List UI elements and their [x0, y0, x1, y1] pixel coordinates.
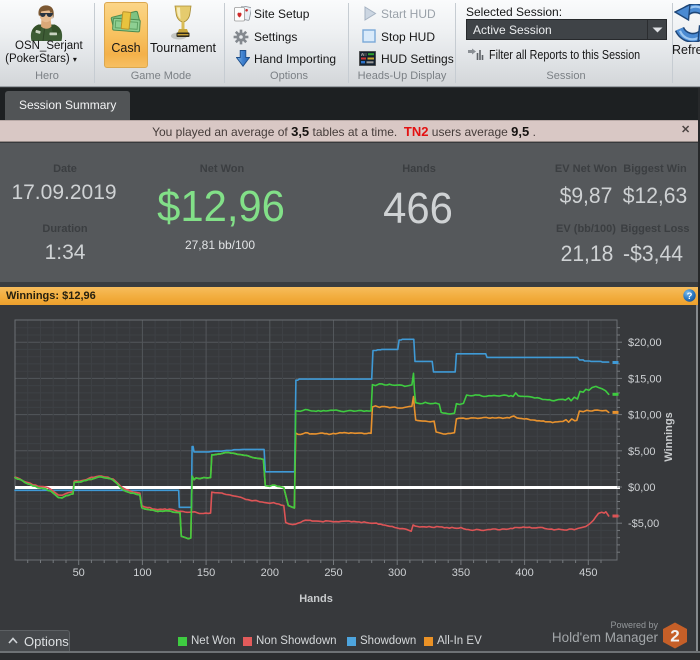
svg-text:100: 100 [133, 567, 151, 579]
svg-text:150: 150 [197, 567, 215, 579]
svg-text:$5,00: $5,00 [628, 446, 656, 458]
svg-text:$20,00: $20,00 [628, 337, 662, 349]
svg-text:-$5,00: -$5,00 [628, 518, 659, 530]
svg-text:$10,00: $10,00 [628, 410, 662, 422]
svg-text:$15,00: $15,00 [628, 373, 662, 385]
svg-text:Winnings: Winnings [663, 412, 675, 461]
svg-text:?: ? [687, 291, 693, 302]
svg-text:2: 2 [670, 627, 679, 646]
svg-text:450: 450 [579, 567, 597, 579]
svg-text:300: 300 [388, 567, 406, 579]
svg-text:250: 250 [324, 567, 342, 579]
svg-text:200: 200 [261, 567, 279, 579]
svg-text:A: A [361, 52, 364, 57]
svg-text:50: 50 [73, 567, 85, 579]
svg-text:$0,00: $0,00 [628, 482, 656, 494]
svg-text:400: 400 [515, 567, 533, 579]
svg-text:Hands: Hands [299, 593, 333, 605]
svg-text:350: 350 [452, 567, 470, 579]
